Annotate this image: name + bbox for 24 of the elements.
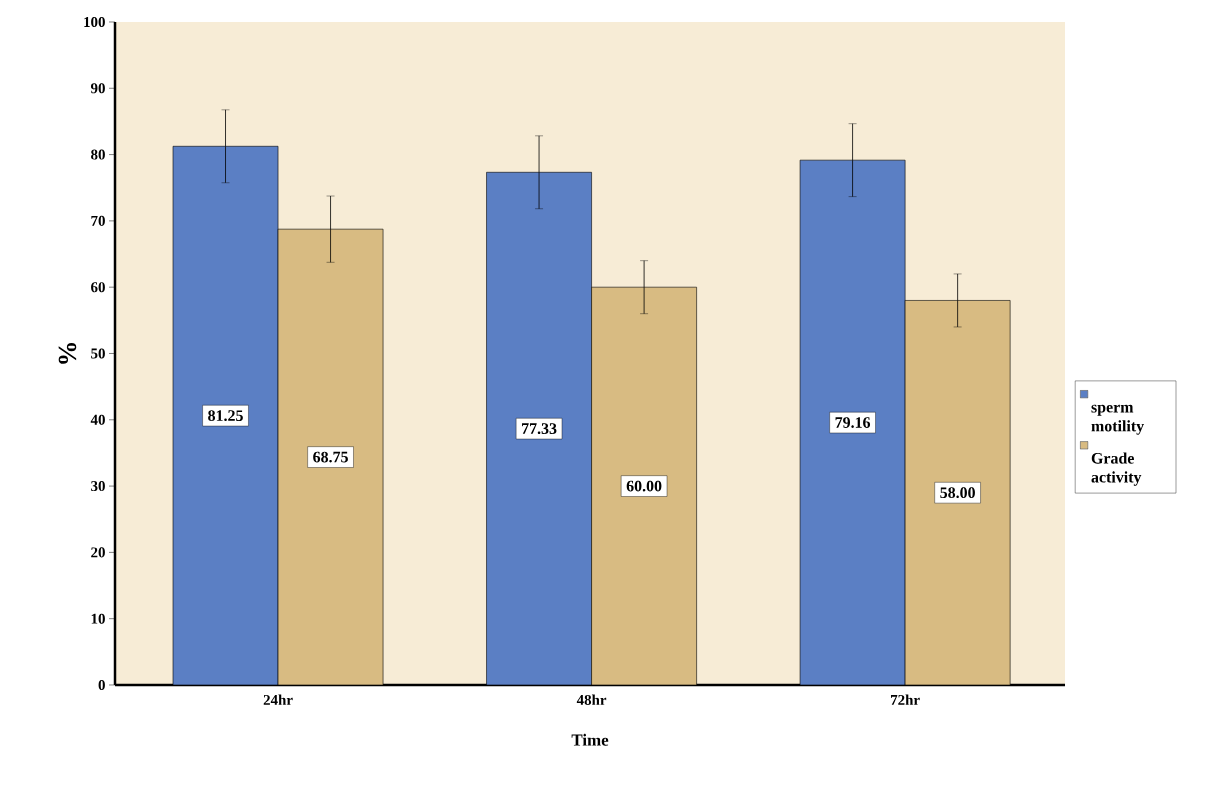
y-tick-label: 20: [91, 547, 105, 558]
legend-label: sperm motility: [1091, 404, 1144, 435]
data-label: 58.00: [940, 487, 975, 499]
y-tick-label: 60: [91, 282, 105, 293]
y-axis-title: %: [58, 342, 77, 364]
y-tick-label: 50: [91, 348, 105, 359]
data-label: 77.33: [522, 423, 557, 435]
x-axis-title: Time: [571, 733, 609, 746]
y-tick-label: 0: [98, 679, 105, 691]
data-label: 79.16: [835, 417, 871, 428]
data-label: 81.25: [208, 410, 243, 422]
legend-label: Grade activity: [1091, 452, 1142, 486]
y-tick-label: 70: [91, 215, 105, 226]
y-tick-label: 80: [91, 149, 105, 160]
x-tick-label: 48hr: [576, 694, 607, 706]
y-tick-label: 40: [90, 414, 105, 425]
y-tick-label: 10: [91, 613, 105, 624]
y-tick-label: 30: [91, 481, 105, 492]
y-tick-label: 100: [84, 16, 105, 28]
x-tick-label: 72hr: [891, 694, 920, 705]
data-label: 60.00: [626, 480, 662, 492]
data-label: 68.75: [313, 451, 348, 463]
y-tick-label: 90: [90, 83, 105, 94]
x-tick-label: 24hr: [263, 694, 293, 705]
